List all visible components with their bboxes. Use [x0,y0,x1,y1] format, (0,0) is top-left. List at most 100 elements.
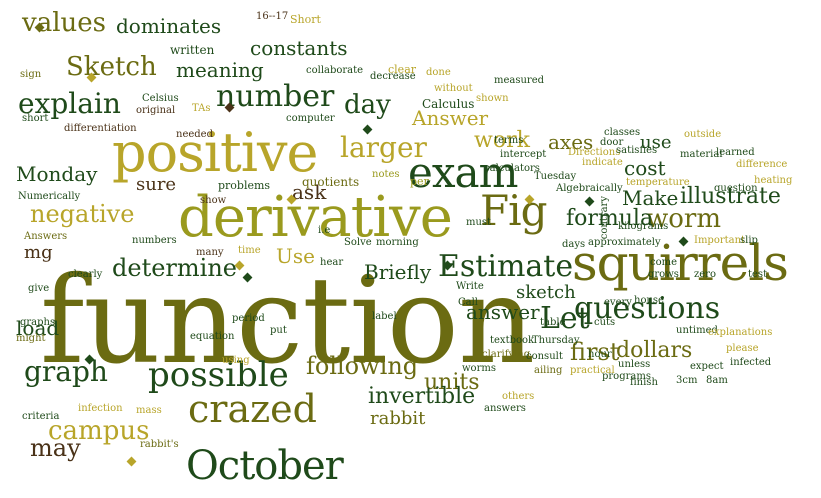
word-cloud-word: numbers [132,235,177,246]
word-cloud-word: every [604,297,632,308]
word-cloud-word: consult [526,351,563,362]
word-cloud-word: per [410,175,429,188]
word-cloud-word: differentiation [64,123,137,134]
word-cloud-word: answers [484,403,526,414]
word-cloud-word: terms [494,135,524,146]
word-cloud-word: 3cm [676,375,698,386]
word-cloud-word: Answers [24,231,68,242]
word-cloud-word: contrary [599,196,610,240]
word-cloud-word: meaning [176,58,264,82]
word-cloud-word: first [570,338,620,366]
word-cloud-word: heating [754,175,793,186]
word-cloud-word: original [136,105,176,116]
word-cloud-word: door [600,137,624,148]
word-cloud-word: day [344,90,391,120]
word-cloud-word: Monday [16,162,98,186]
word-cloud-word: written [170,43,215,57]
word-cloud-word: Celsius [142,93,179,104]
word-cloud-word: hour [588,349,612,360]
word-cloud-word: question [714,183,758,194]
word-cloud-word: clearly [68,269,103,280]
word-cloud-word: quotients [302,175,360,189]
word-cloud-word: equation [190,331,235,342]
word-cloud-word: Make [622,186,679,210]
word-cloud-word: function [40,252,535,391]
word-cloud-word: textbook [490,335,535,346]
word-cloud-word: Thursday [532,335,580,346]
word-cloud-word: Briefly [364,260,432,284]
word-cloud-word: graph [24,355,108,388]
word-cloud-word: collaborate [306,65,364,76]
word-cloud-word: criteria [22,411,60,422]
word-cloud-word: infection [78,403,123,414]
word-cloud-word: short [22,113,49,124]
word-cloud-word: Algebraically [556,183,623,194]
word-cloud-word: Tuesday [534,171,577,182]
diamond-dot-icon [584,196,595,207]
word-cloud-word: following [306,352,419,380]
word-cloud-word: label [372,311,397,322]
word-cloud-word: formula [566,206,654,231]
word-cloud-word: put [270,325,287,336]
word-cloud-word: sure [136,174,177,195]
word-cloud-word: mass [136,405,162,416]
word-cloud-word: cost [624,156,666,180]
word-cloud-word: 8am [706,375,728,386]
word-cloud-word: Write [456,281,484,292]
word-cloud-word: negative [30,200,135,228]
word-cloud-word: unless [618,359,651,370]
word-cloud-word: problems [218,179,271,192]
word-cloud-word: Short [290,13,321,26]
word-cloud-word: constants [250,36,348,60]
word-cloud-word: satisfies [616,145,658,156]
word-cloud-word: done [426,67,451,78]
word-cloud-word: axes [548,130,594,154]
word-cloud-word: work [474,128,530,153]
word-cloud-word: indicate [582,157,623,168]
word-cloud-word: Answer [412,106,489,130]
word-cloud-word: Important [694,235,746,246]
word-cloud-word: 16--17 [256,11,289,22]
word-cloud-word: ask [292,180,327,204]
word-cloud-word: approximately [588,237,661,248]
word-cloud-word: explanations [708,327,773,338]
word-cloud-word: dominates [116,14,222,38]
word-cloud-word: Sketch [66,52,157,82]
word-cloud-word: shown [476,93,509,104]
word-cloud-word: Call [458,297,479,308]
word-cloud-word: measured [494,75,545,86]
word-cloud-word: temperature [626,177,690,188]
word-cloud-word: rabbit [370,408,426,429]
word-cloud-word: mg [24,242,53,263]
word-cloud-word: zero [694,269,716,280]
word-cloud-word: Use [276,244,315,268]
word-cloud-word: Estimate [438,249,574,284]
word-cloud-word: questions [574,291,721,326]
word-cloud-word: Calculus [422,97,475,111]
word-cloud-word: graphs [20,317,56,328]
word-cloud-word: house [634,295,664,306]
word-cloud-word: needed [176,129,213,140]
word-cloud-word: period [232,313,265,324]
word-cloud-word: crazed [188,387,317,431]
word-cloud-word: hear [320,257,344,268]
word-cloud-word: cuts [594,317,616,328]
word-cloud-word: might [16,333,46,344]
word-cloud-word: using [222,355,250,366]
word-cloud-word: i.e [318,225,331,236]
word-cloud-word: worms [462,363,496,374]
word-cloud-word: dollars [616,338,693,363]
word-cloud-word: test [748,269,768,280]
word-cloud-word: clear [388,63,417,76]
word-cloud-word: classes [604,127,641,138]
word-cloud-word: invertible [368,384,476,409]
word-cloud-word: must [466,217,492,228]
word-cloud-word: kilograms [618,221,669,232]
word-cloud-word: many [196,247,224,258]
word-cloud-word: difference [736,159,788,170]
word-cloud-word: clarifying [482,349,531,360]
word-cloud-word: larger [340,131,427,164]
word-cloud-word: values [22,8,106,38]
word-cloud-word: programs [602,371,651,382]
word-cloud-word: decrease [370,71,416,82]
